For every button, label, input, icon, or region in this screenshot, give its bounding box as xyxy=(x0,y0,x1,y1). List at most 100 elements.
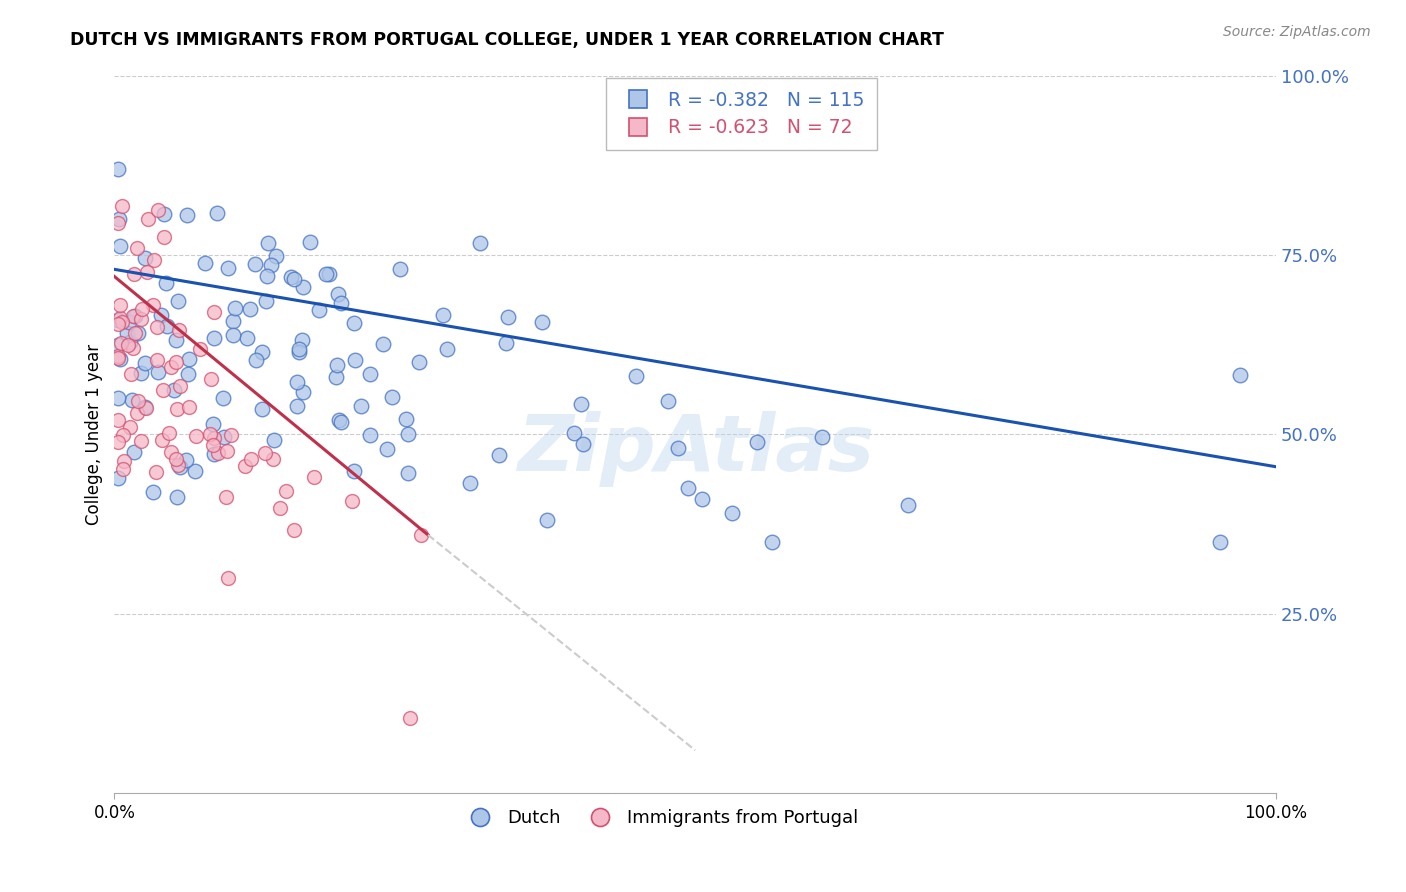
Point xyxy=(146,320,169,334)
Point xyxy=(747,434,769,449)
Point xyxy=(136,211,159,226)
Point xyxy=(262,452,284,467)
Point xyxy=(488,448,510,462)
Point xyxy=(135,401,157,415)
Point xyxy=(134,400,156,414)
Point xyxy=(326,358,349,372)
Point xyxy=(299,235,322,249)
Y-axis label: College, Under 1 year: College, Under 1 year xyxy=(86,344,103,525)
Point xyxy=(254,446,277,460)
Point xyxy=(167,458,190,472)
Point xyxy=(110,335,132,350)
Point xyxy=(107,470,129,484)
Point xyxy=(108,211,131,226)
Point xyxy=(215,444,238,458)
Text: Source: ZipAtlas.com: Source: ZipAtlas.com xyxy=(1223,25,1371,39)
Point xyxy=(202,437,225,451)
Point xyxy=(239,301,262,316)
Point xyxy=(122,268,145,282)
Point xyxy=(111,199,134,213)
Point xyxy=(108,238,131,252)
Point xyxy=(395,411,418,425)
Point xyxy=(107,337,129,351)
Point xyxy=(340,494,363,508)
Point xyxy=(134,356,156,370)
Point xyxy=(274,484,297,499)
Point xyxy=(202,431,225,445)
Point xyxy=(676,481,699,495)
Point xyxy=(409,527,432,541)
Point xyxy=(125,241,148,255)
Point xyxy=(388,261,411,276)
Point xyxy=(142,485,165,500)
Point xyxy=(214,430,236,444)
Point xyxy=(432,308,454,322)
Point xyxy=(121,392,143,407)
Point xyxy=(111,315,134,329)
Point xyxy=(169,322,191,336)
Point xyxy=(572,437,595,451)
Point xyxy=(107,162,129,177)
Point xyxy=(112,462,135,476)
Point xyxy=(146,365,169,379)
Point xyxy=(205,206,228,220)
Point xyxy=(177,352,200,367)
Point xyxy=(328,413,350,427)
Point xyxy=(359,428,381,442)
Point xyxy=(468,236,491,251)
Point xyxy=(1209,535,1232,549)
Point xyxy=(396,467,419,481)
Point xyxy=(254,294,277,309)
Point xyxy=(657,393,679,408)
Legend: Dutch, Immigrants from Portugal: Dutch, Immigrants from Portugal xyxy=(454,802,866,835)
Point xyxy=(264,249,287,263)
Point xyxy=(134,251,156,265)
Point xyxy=(690,492,713,507)
Point xyxy=(250,345,273,359)
Point xyxy=(157,426,180,441)
Point xyxy=(1229,368,1251,382)
Point xyxy=(202,305,225,319)
Point xyxy=(396,427,419,442)
Point xyxy=(283,272,305,286)
Point xyxy=(381,391,404,405)
Point xyxy=(291,280,314,294)
Point xyxy=(149,308,172,322)
Point xyxy=(166,490,188,504)
Point xyxy=(136,265,159,279)
Point xyxy=(165,333,187,347)
Point xyxy=(124,309,146,323)
Point xyxy=(343,464,366,478)
Point xyxy=(245,352,267,367)
Point xyxy=(236,330,259,344)
Point xyxy=(260,259,283,273)
Point xyxy=(720,506,742,520)
Point xyxy=(177,368,200,382)
Point xyxy=(198,427,221,442)
Point xyxy=(122,309,145,323)
Point xyxy=(359,368,381,382)
Point xyxy=(280,269,302,284)
Point xyxy=(108,298,131,312)
Point xyxy=(107,413,129,427)
Point xyxy=(169,460,191,475)
Point xyxy=(233,458,256,473)
Point xyxy=(107,349,129,363)
Point xyxy=(222,327,245,342)
Point xyxy=(188,342,211,356)
Point xyxy=(146,352,169,367)
Point xyxy=(207,445,229,459)
Point xyxy=(408,355,430,369)
Point xyxy=(166,401,188,416)
Point xyxy=(166,355,188,369)
Point xyxy=(107,351,129,366)
Point xyxy=(153,207,176,221)
Point xyxy=(108,352,131,367)
Point xyxy=(153,230,176,244)
Point xyxy=(163,383,186,397)
Point xyxy=(302,470,325,484)
Point xyxy=(283,523,305,537)
Point xyxy=(117,338,139,352)
Point xyxy=(129,434,152,448)
Point xyxy=(288,345,311,359)
